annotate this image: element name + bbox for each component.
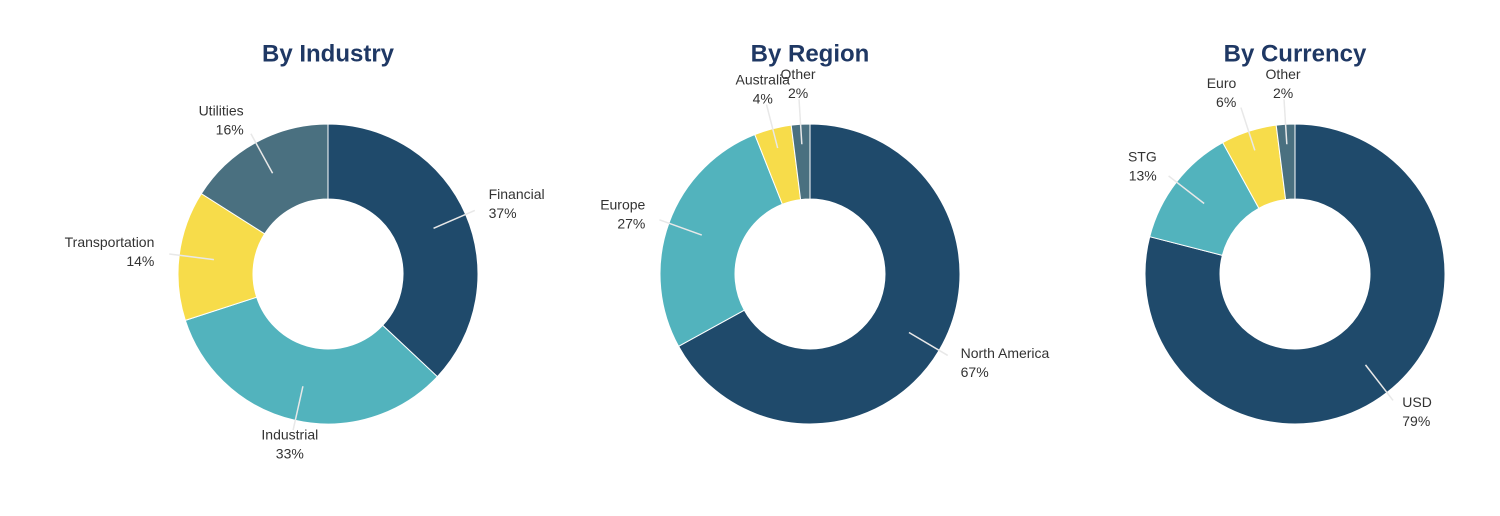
slice-value-label: 2% [1273, 85, 1293, 101]
slice-label: North America [961, 345, 1050, 361]
slice-value-label: 27% [617, 215, 645, 231]
leader-line [908, 331, 949, 357]
donut-slice [327, 123, 479, 378]
leader-line [1283, 99, 1288, 145]
slice-value-label: 37% [489, 205, 517, 221]
donut-slice [184, 296, 439, 425]
leader-line [250, 133, 274, 174]
slice-value-label: 14% [126, 253, 154, 269]
slice-label: Other [781, 66, 816, 82]
slice-label: Utilities [199, 102, 244, 118]
slice-label: Euro [1207, 75, 1237, 91]
donut-slice [659, 133, 784, 347]
slice-label: Australia [736, 72, 791, 88]
slice-value-label: 13% [1129, 167, 1157, 183]
slice-value-label: 33% [276, 445, 304, 461]
chart-title: By Currency [1224, 40, 1367, 67]
chart-title: By Region [751, 40, 870, 67]
leader-line [292, 386, 304, 431]
slice-value-label: 2% [788, 85, 808, 101]
leader-line [1364, 364, 1394, 401]
leader-line [433, 209, 476, 230]
donut-slice [677, 123, 961, 425]
donut-slice [790, 123, 811, 201]
slice-label: USD [1402, 394, 1432, 410]
leader-line [1168, 175, 1205, 205]
slice-label: Industrial [261, 426, 318, 442]
leader-line [765, 104, 779, 149]
slice-label: Transportation [65, 234, 155, 250]
slice-label: Financial [489, 186, 545, 202]
slice-value-label: 16% [216, 121, 244, 137]
donut-slice [200, 123, 329, 235]
slice-value-label: 79% [1402, 413, 1430, 429]
leader-line [169, 253, 215, 261]
donut-slice [1275, 123, 1296, 201]
leader-line [798, 99, 803, 145]
slice-label: STG [1128, 148, 1157, 164]
slice-value-label: 6% [1216, 94, 1236, 110]
slice-value-label: 67% [961, 364, 989, 380]
donut-slice [1144, 123, 1446, 425]
slice-value-label: 4% [753, 91, 773, 107]
slice-label: Europe [600, 196, 645, 212]
chart-title: By Industry [262, 40, 395, 67]
leader-line [1240, 107, 1256, 151]
leader-line [659, 219, 703, 236]
slice-label: Other [1266, 66, 1301, 82]
